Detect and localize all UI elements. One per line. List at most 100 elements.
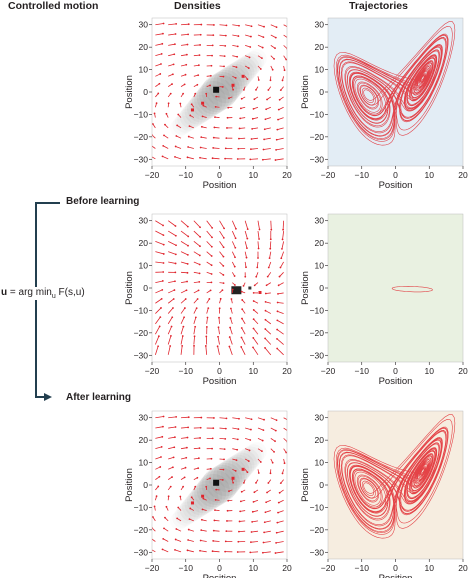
- field-arrow: [155, 316, 161, 325]
- field-arrow: [193, 241, 201, 247]
- field-arrow: [277, 127, 284, 131]
- field-arrow-head: [174, 225, 177, 227]
- field-arrow-head: [265, 284, 268, 287]
- x-tick-label: 0: [217, 563, 222, 573]
- field-arrow-head: [186, 253, 189, 256]
- field-arrow: [155, 280, 163, 284]
- field-arrow-head: [262, 36, 265, 38]
- density-blob: [182, 494, 208, 520]
- field-arrow: [167, 345, 171, 355]
- field-arrow-head: [157, 335, 160, 338]
- field-arrow-head: [155, 495, 158, 498]
- field-arrow-head: [234, 284, 236, 286]
- field-arrow-head: [250, 25, 253, 28]
- field-arrow: [180, 44, 188, 46]
- field-arrow-head: [157, 485, 160, 488]
- field-arrow: [168, 456, 174, 460]
- field-arrow: [277, 310, 284, 314]
- field-arrow-head: [259, 461, 262, 463]
- field-arrow-head: [236, 45, 239, 48]
- field-arrow-head: [255, 88, 257, 91]
- field-arrow: [212, 157, 220, 160]
- density-blob: [216, 458, 248, 490]
- field-arrow-head: [262, 541, 265, 544]
- field-arrow: [193, 230, 201, 238]
- field-arrow-head: [160, 307, 162, 309]
- field-arrow-head: [183, 83, 186, 86]
- field-arrow-head: [224, 157, 227, 160]
- density-blob: [212, 460, 245, 493]
- field-arrow-head: [249, 46, 252, 48]
- field-arrow: [193, 336, 195, 345]
- field-arrow: [244, 251, 247, 258]
- field-arrow-head: [159, 466, 162, 468]
- field-arrow: [168, 261, 176, 264]
- field-arrow-head: [174, 280, 176, 283]
- field-arrow-head: [224, 147, 227, 150]
- field-arrow-head: [158, 325, 161, 328]
- field-arrow-head: [174, 234, 177, 237]
- field-arrow-head: [167, 102, 170, 105]
- field-arrow-head: [179, 495, 182, 498]
- field-arrow-head: [187, 539, 190, 541]
- density-blob: [205, 71, 240, 107]
- y-axis-label: Position: [300, 271, 311, 305]
- field-arrow-head: [221, 479, 224, 481]
- field-arrow-head: [278, 98, 281, 101]
- field-arrow-head: [248, 449, 251, 452]
- field-arrow-head: [173, 289, 176, 291]
- field-arrow-head: [225, 417, 228, 420]
- field-arrow: [199, 550, 207, 553]
- field-arrow-head: [252, 318, 255, 321]
- field-arrow: [250, 158, 259, 160]
- field-arrow-head: [237, 540, 240, 543]
- field-arrow-head: [285, 451, 287, 454]
- field-arrow-head: [252, 327, 255, 330]
- field-arrow: [244, 241, 248, 249]
- field-arrow: [283, 34, 287, 38]
- field-arrow-head: [236, 55, 239, 58]
- field-arrow-head: [171, 476, 173, 478]
- field-arrow-head: [250, 148, 252, 151]
- density-blob: [224, 454, 253, 483]
- y-tick-label: 20: [315, 42, 325, 52]
- y-tick-label: 0: [319, 87, 324, 97]
- field-arrow-head: [227, 106, 230, 109]
- field-arrow-head: [275, 138, 278, 141]
- field-arrow-head: [252, 309, 255, 311]
- field-arrow-head: [199, 33, 202, 36]
- field-arrow-head: [208, 298, 211, 300]
- field-arrow-head: [174, 538, 177, 541]
- field-arrow: [168, 53, 175, 57]
- field-arrow: [201, 529, 207, 532]
- field-arrow-head: [224, 427, 227, 430]
- field-arrow: [180, 447, 187, 450]
- field-arrow-head: [210, 255, 213, 257]
- field-arrow-head: [152, 133, 153, 136]
- field-arrow-head: [174, 548, 176, 551]
- field-arrow: [168, 289, 175, 294]
- field-arrow-head: [212, 529, 215, 532]
- field-arrow: [283, 427, 287, 431]
- field-arrow-head: [269, 79, 272, 82]
- field-arrow-head: [207, 307, 210, 310]
- field-arrow-head: [237, 147, 240, 150]
- y-tick-label: 20: [139, 238, 149, 248]
- field-arrow: [257, 241, 259, 249]
- field-arrow: [206, 261, 212, 266]
- field-arrow-head: [277, 284, 280, 287]
- field-arrow: [217, 346, 220, 355]
- field-arrow: [213, 540, 220, 542]
- field-arrow: [275, 158, 284, 161]
- y-axis-label: Position: [300, 468, 311, 502]
- y-tick-label: 20: [315, 435, 325, 445]
- field-arrow-head: [160, 63, 162, 65]
- field-arrow-head: [211, 447, 213, 450]
- field-arrow-head: [288, 420, 290, 422]
- field-arrow-head: [175, 135, 178, 137]
- field-arrow-head: [234, 76, 237, 79]
- y-tick-label: 30: [139, 413, 149, 423]
- field-arrow: [206, 220, 213, 229]
- field-arrow: [163, 145, 169, 149]
- field-arrow-head: [222, 282, 225, 285]
